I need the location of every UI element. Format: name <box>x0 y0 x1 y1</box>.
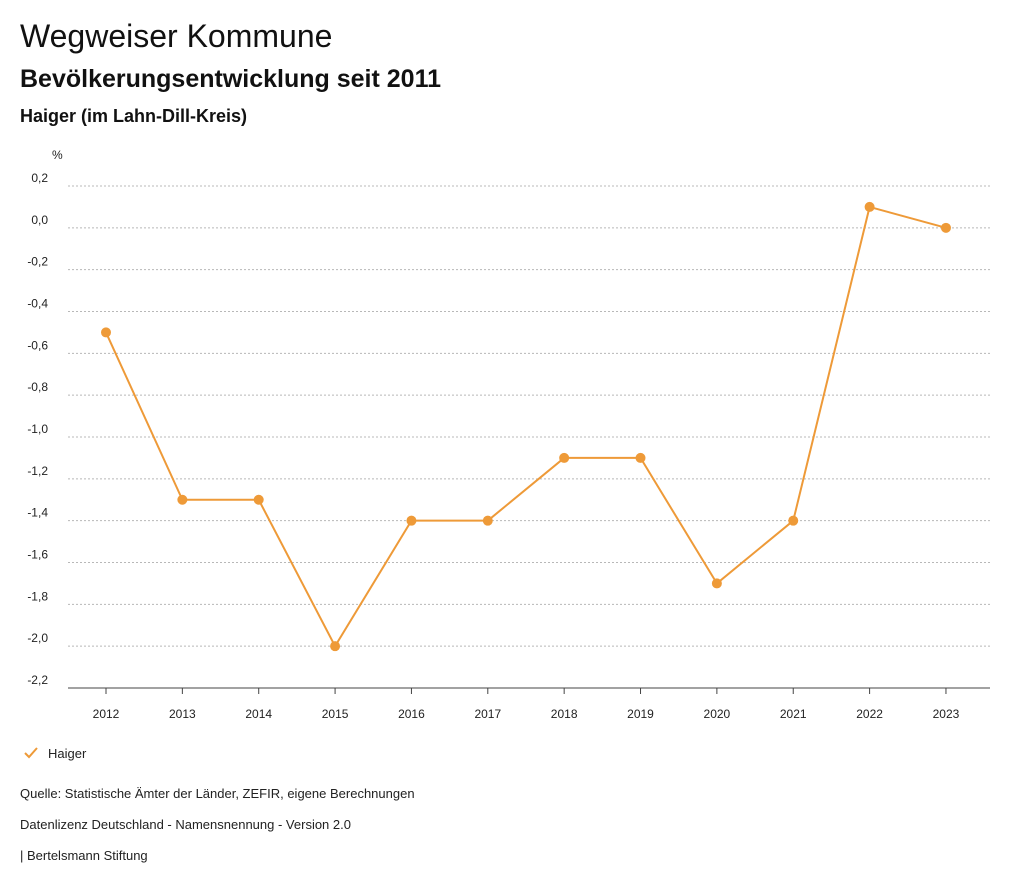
y-tick-label: -0,2 <box>27 255 48 269</box>
y-axis-ticks: 0,2 0,0 -0,2 -0,4 -0,6 -0,8 -1,0 -1,2 -1,4 -1,6 -1… <box>27 171 48 687</box>
y-tick-label: -1,6 <box>27 548 48 562</box>
x-tick-label: 2020 <box>704 707 731 721</box>
data-point[interactable] <box>253 494 264 505</box>
y-tick-label: -0,4 <box>27 297 48 311</box>
y-tick-label: -0,6 <box>27 338 48 352</box>
y-tick-label: -2,2 <box>27 673 48 687</box>
x-tick-label: 2017 <box>474 707 501 721</box>
x-tick-label: 2016 <box>398 707 425 721</box>
data-point[interactable] <box>940 222 951 233</box>
y-tick-label: 0,2 <box>31 171 48 185</box>
legend-label: Haiger <box>48 745 87 761</box>
data-point[interactable] <box>559 452 570 463</box>
y-tick-label: -1,0 <box>27 422 48 436</box>
x-tick-label: 2022 <box>856 707 883 721</box>
y-tick-label: -1,8 <box>27 589 48 603</box>
legend-item-haiger[interactable]: Haiger <box>22 744 86 762</box>
series-haiger[interactable] <box>101 201 951 652</box>
grid-lines <box>68 185 990 689</box>
data-point[interactable] <box>788 515 799 526</box>
data-point[interactable] <box>330 641 341 652</box>
check-icon <box>24 747 38 759</box>
source-note: Quelle: Statistische Ämter der Länder, Z… <box>20 786 415 801</box>
region-label: Haiger (im Lahn-Dill-Kreis) <box>20 106 248 126</box>
x-tick-label: 2013 <box>169 707 196 721</box>
y-axis-unit: % <box>52 148 63 162</box>
x-tick-label: 2012 <box>93 707 120 721</box>
line-chart: % 0,2 0,0 -0,2 -0,4 -0,6 -0,8 -1,0 -1,2 -1,4 -1,6… <box>27 148 990 721</box>
y-tick-label: -1,4 <box>27 506 48 520</box>
x-tick-label: 2018 <box>551 707 578 721</box>
page-title: Wegweiser Kommune <box>20 18 333 54</box>
y-tick-label: -1,2 <box>27 464 48 478</box>
series-line <box>105 205 947 648</box>
data-point[interactable] <box>864 201 875 212</box>
publisher-note: | Bertelsmann Stiftung <box>20 848 148 863</box>
x-axis-ticks: 2012 2013 2014 2015 2016 2017 2018 2019 2020 2021… <box>93 688 960 721</box>
data-point[interactable] <box>635 452 646 463</box>
x-tick-label: 2019 <box>627 707 654 721</box>
x-tick-label: 2014 <box>245 707 272 721</box>
x-tick-label: 2015 <box>322 707 349 721</box>
x-tick-label: 2023 <box>933 707 960 721</box>
y-tick-label: -0,8 <box>27 380 48 394</box>
y-tick-label: -2,0 <box>27 631 48 645</box>
data-point[interactable] <box>406 515 417 526</box>
y-tick-label: 0,0 <box>31 213 48 227</box>
chart-subtitle: Bevölkerungsentwicklung seit 2011 <box>20 65 441 93</box>
license-note: Datenlizenz Deutschland - Namensnennung … <box>20 817 351 832</box>
data-point[interactable] <box>101 327 111 338</box>
data-point[interactable] <box>482 515 493 526</box>
data-point[interactable] <box>177 494 188 505</box>
x-tick-label: 2021 <box>780 707 807 721</box>
data-point[interactable] <box>711 578 722 589</box>
